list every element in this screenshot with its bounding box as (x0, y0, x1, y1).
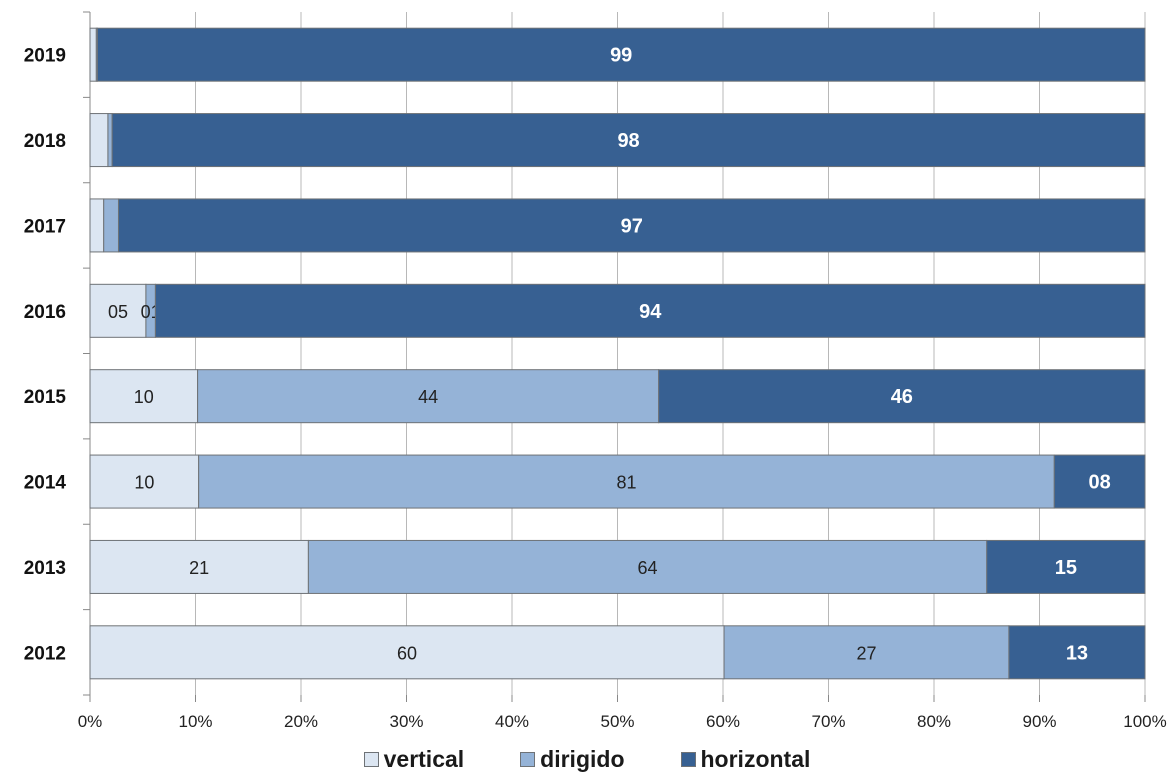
bar-segment (96, 27, 1146, 82)
data-label: 94 (639, 301, 662, 323)
x-tick-label: 10% (178, 712, 212, 731)
bar-segment (307, 539, 988, 594)
category-label: 2012 (24, 643, 66, 664)
bar-segment (89, 27, 97, 82)
category-label: 2017 (24, 216, 66, 237)
data-label: 97 (621, 215, 643, 237)
data-label: 64 (638, 558, 658, 578)
legend-label-dirigido: dirigido (540, 745, 625, 772)
data-label: 98 (617, 130, 639, 152)
category-label: 2014 (24, 473, 67, 494)
x-tick-label: 70% (811, 712, 845, 731)
x-tick-label: 20% (284, 712, 318, 731)
category-label: 2018 (24, 131, 66, 152)
bar-segment (89, 198, 105, 253)
data-label: 99 (610, 45, 632, 67)
data-label: 08 (1089, 472, 1111, 494)
legend-item-horizontal: horizontal (680, 745, 811, 773)
bar-segment (986, 539, 1146, 594)
data-label: 21 (189, 558, 209, 578)
data-label: 27 (856, 643, 876, 663)
legend-swatch-horizontal (680, 751, 696, 767)
category-label: 2015 (24, 387, 67, 408)
x-tick-label: 0% (78, 712, 103, 731)
data-label: 60 (397, 643, 417, 663)
data-label: 05 (108, 302, 128, 322)
x-tick-label: 40% (495, 712, 529, 731)
bar-segment (1008, 625, 1146, 680)
bar-segment (1053, 454, 1146, 509)
data-label: 13 (1066, 642, 1088, 664)
legend-item-dirigido: dirigido (520, 745, 625, 773)
data-label: 46 (891, 386, 913, 408)
bar-segment (89, 625, 725, 680)
bar-segment (117, 198, 1146, 253)
legend-label-horizontal: horizontal (700, 745, 811, 772)
bar-segment (197, 369, 660, 424)
bar-segment (658, 369, 1146, 424)
x-tick-label: 80% (917, 712, 951, 731)
bar-segment (723, 625, 1010, 680)
bar-segment (107, 113, 113, 168)
bar-segment (89, 454, 200, 509)
category-label: 2019 (24, 46, 66, 67)
x-tick-label: 60% (706, 712, 740, 731)
legend-item-vertical: vertical (363, 745, 465, 773)
bar-segment (103, 198, 119, 253)
bar-segment (89, 283, 147, 338)
data-label: 15 (1055, 557, 1077, 579)
x-tick-label: 50% (600, 712, 634, 731)
data-label: 10 (134, 473, 154, 493)
data-label: 44 (418, 387, 438, 407)
x-tick-label: 30% (389, 712, 423, 731)
legend: vertical dirigido horizontal (0, 744, 1174, 774)
x-tick-label: 100% (1123, 712, 1166, 731)
bar-segment (154, 283, 1146, 338)
bar-segment (89, 113, 109, 168)
data-label: 81 (616, 473, 636, 493)
category-label: 2016 (24, 302, 66, 323)
bar-segment (89, 369, 199, 424)
bar-segment (198, 454, 1055, 509)
category-label: 2013 (24, 558, 66, 579)
bar-segment (89, 539, 309, 594)
x-tick-label: 90% (1022, 712, 1056, 731)
data-label: 10 (134, 387, 154, 407)
bar-segment (111, 113, 1146, 168)
legend-label-vertical: vertical (383, 745, 465, 772)
legend-swatch-dirigido (520, 751, 536, 767)
legend-swatch-vertical (363, 751, 379, 767)
